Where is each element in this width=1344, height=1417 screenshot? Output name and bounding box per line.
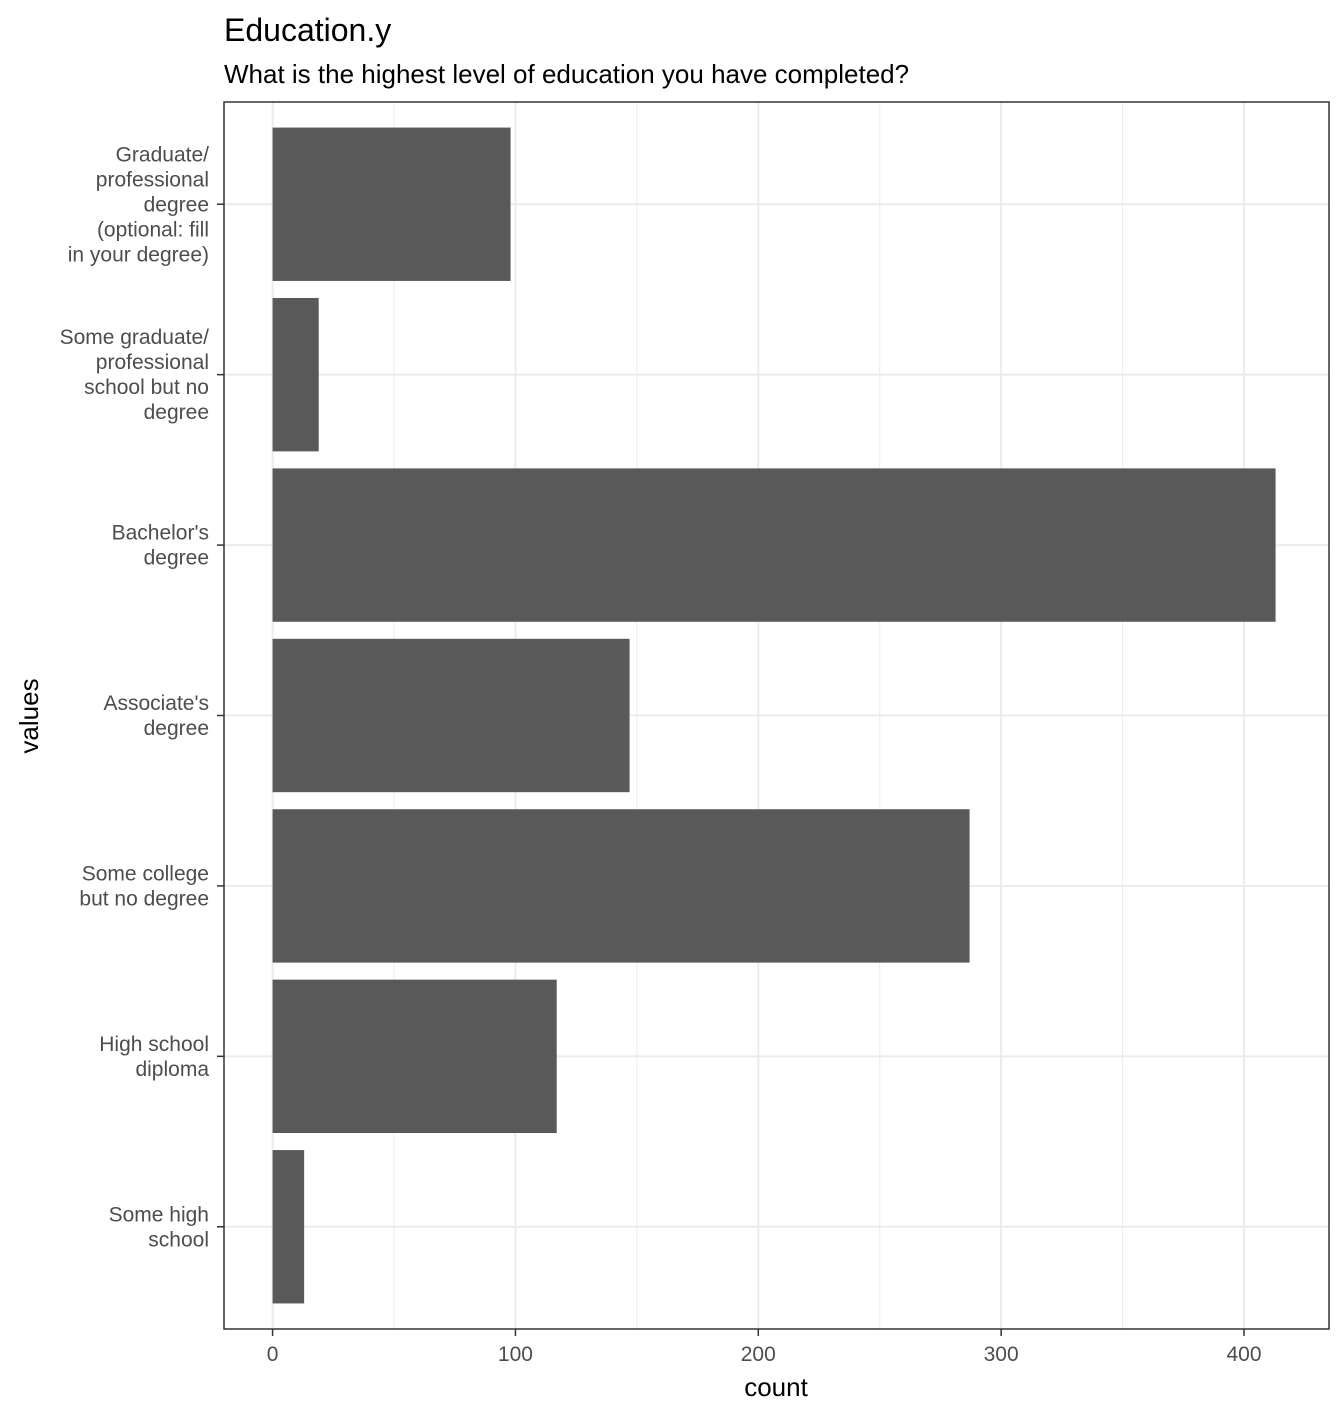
bar	[272, 297, 319, 452]
plot-panel: 0 100 200 300 400Graduate/professionaldegree…	[60, 101, 1330, 1366]
bar	[272, 468, 1276, 622]
y-category-label: professional	[96, 168, 209, 191]
x-axis-title: count	[744, 1372, 808, 1402]
y-category-label: degree	[144, 401, 209, 424]
bar	[272, 1150, 305, 1304]
x-tick-label: 100	[498, 1343, 533, 1366]
y-category-label: in your degree)	[68, 243, 209, 266]
y-category-label: Bachelor's	[112, 522, 209, 545]
y-category-label: (optional: fill	[97, 218, 209, 241]
y-axis-title: values	[14, 678, 44, 753]
y-category-label: High school	[99, 1033, 209, 1056]
y-category-label: Some college	[82, 862, 209, 885]
y-category-label: degree	[144, 717, 209, 740]
x-tick-label: 300	[984, 1343, 1019, 1366]
y-category-label: Some high	[109, 1203, 209, 1226]
bar	[272, 638, 630, 793]
y-category-label: Graduate/	[116, 143, 210, 166]
y-category-label: degree	[144, 193, 209, 216]
y-category-label: school but no	[84, 376, 209, 399]
y-category-label: school	[148, 1228, 209, 1251]
y-category-label: but no degree	[79, 887, 209, 910]
chart-title: Education.y	[224, 12, 391, 48]
x-tick-label: 200	[741, 1343, 776, 1366]
chart-subtitle: What is the highest level of education y…	[224, 59, 909, 89]
y-category-label: Associate's	[103, 692, 209, 715]
y-category-label: Some graduate/	[60, 326, 210, 349]
x-tick-label: 400	[1226, 1343, 1261, 1366]
bar	[272, 127, 511, 281]
y-category-label: professional	[96, 351, 209, 374]
x-tick-label: 0	[267, 1343, 279, 1366]
y-category-label: degree	[144, 547, 209, 570]
bar	[272, 809, 970, 963]
bar	[272, 979, 557, 1134]
y-category-label: diploma	[135, 1058, 209, 1081]
